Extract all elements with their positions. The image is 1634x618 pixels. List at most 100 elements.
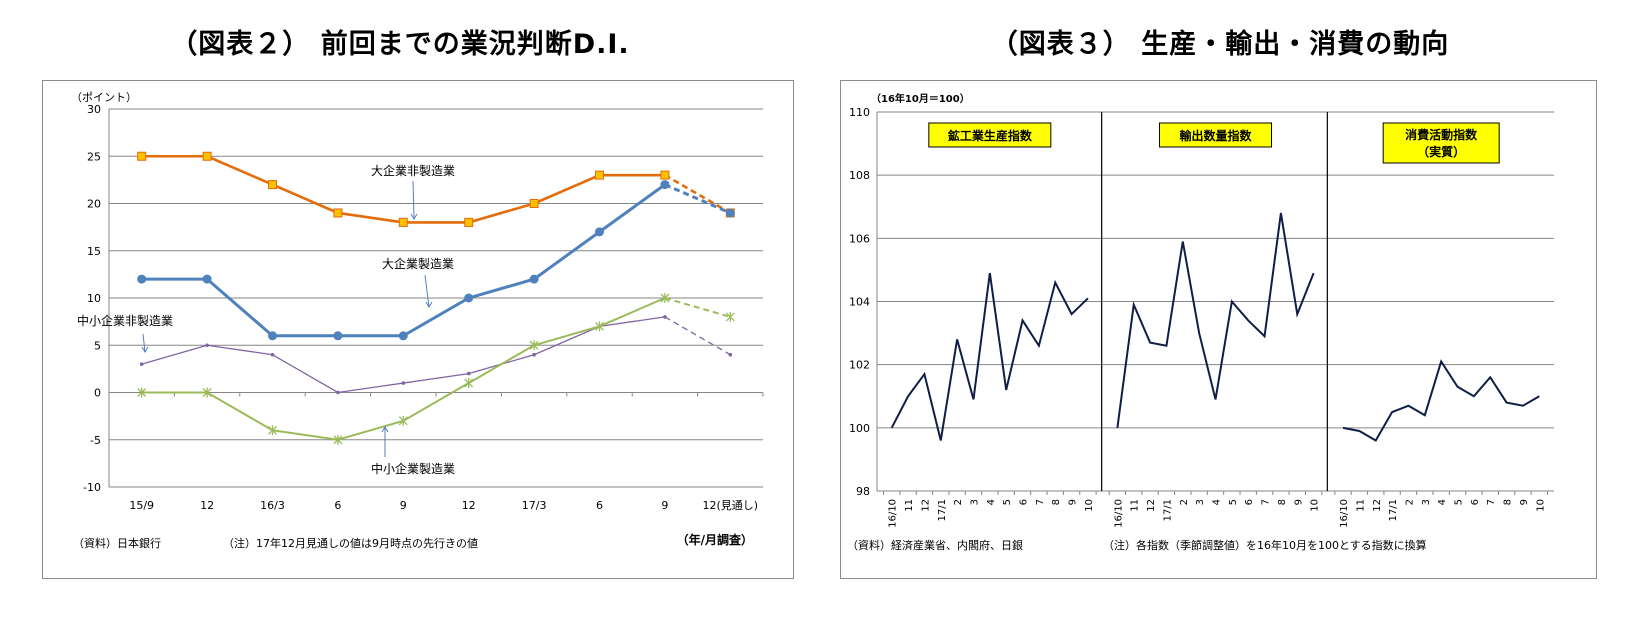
data-point (660, 293, 670, 303)
data-point (268, 425, 277, 436)
data-point (529, 274, 539, 284)
x-tick-label: 17/3 (522, 499, 547, 512)
data-point (532, 352, 536, 357)
x-tick-label: 15/9 (129, 499, 154, 512)
series-label: 消費活動指数 (1405, 127, 1478, 142)
x-tick-label: 9 (1519, 499, 1530, 505)
forecast-line (664, 316, 731, 356)
annotation-arrow (142, 333, 146, 353)
data-point (139, 362, 144, 366)
x-tick-label: 2 (1179, 499, 1190, 505)
data-point (202, 387, 212, 398)
x-tick-label: 11 (1130, 499, 1141, 512)
y-tick-label: 5 (94, 339, 101, 352)
data-point (333, 208, 343, 218)
x-tick-label: 6 (1244, 499, 1255, 505)
chart1-title: （図表２） 前回までの業況判断D.I. (170, 29, 630, 60)
annotation-arrow (412, 180, 415, 220)
y-tick-label: 0 (94, 387, 101, 400)
x-tick-label: 2 (953, 499, 964, 505)
series-label: 輸出数量指数 (1179, 128, 1252, 143)
x-tick-label: 6 (334, 499, 341, 512)
data-point (660, 170, 670, 180)
footnote: （注）17年12月見通しの値は9月時点の先行きの値 (223, 536, 478, 550)
data-point (401, 381, 406, 385)
data-point (336, 390, 340, 395)
x-tick-label: 12 (920, 499, 931, 512)
data-point (333, 331, 343, 341)
data-point (529, 340, 539, 351)
data-point (595, 321, 604, 332)
x-tick-label: 17/1 (1162, 499, 1173, 521)
data-point (137, 151, 147, 161)
source-note: （資料）日本銀行 (73, 536, 161, 550)
x-tick-label: 8 (1277, 499, 1288, 505)
x-tick-label: 17/1 (937, 499, 948, 521)
x-tick-label: 6 (1470, 499, 1481, 505)
series-line (1342, 359, 1540, 442)
y-tick-label: -5 (90, 434, 101, 447)
data-point (137, 274, 147, 284)
x-tick-label: 16/3 (260, 499, 285, 512)
series-annotation: 中小企業非製造業 (77, 313, 173, 328)
data-point (529, 199, 539, 208)
footnote: （注）各指数（季節調整値）を16年10月を100とする指数に換算 (1103, 538, 1427, 552)
series-label-box (1382, 122, 1500, 164)
data-point (398, 217, 408, 227)
y-tick-label: 30 (87, 103, 101, 116)
y-tick-label: 106 (849, 232, 870, 245)
forecast-line (664, 174, 731, 215)
x-tick-label: 17/1 (1388, 499, 1399, 521)
data-point (464, 378, 474, 389)
x-tick-label: 3 (969, 499, 980, 505)
x-tick-label: 4 (1212, 499, 1223, 505)
series-line (1116, 212, 1315, 428)
data-point (466, 371, 471, 376)
chart1-svg: -10 -5 0 5 10 15 20 25 30 15/9 12 16/3 6 9 12 17/3 6 9 12(… (71, 91, 764, 550)
x-tick-label: 12 (462, 499, 476, 512)
data-point (137, 387, 147, 398)
x-tick-label: 16/10 (1113, 499, 1124, 528)
y-tick-label: 20 (87, 198, 101, 211)
x-tick-label: 9 (1293, 499, 1304, 505)
y-tick-label: 25 (87, 150, 101, 163)
chart2-title: （図表３） 生産・輸出・消費の動向 (990, 29, 1450, 60)
data-point (725, 311, 735, 322)
x-tick-label: 3 (1421, 499, 1432, 505)
data-point (464, 293, 474, 303)
x-tick-label: 12 (1146, 499, 1157, 512)
arrow-head (425, 301, 433, 308)
x-tick-label: 6 (1019, 499, 1030, 505)
data-point (202, 151, 212, 161)
x-tick-label: 5 (1454, 499, 1465, 505)
x-tick-label: 5 (1228, 499, 1239, 505)
x-tick-label: 4 (986, 499, 997, 505)
series-annotation: 大企業製造業 (382, 256, 454, 271)
x-tick-label: 9 (1068, 499, 1079, 505)
x-tick-label: 9 (661, 499, 668, 512)
data-point (268, 331, 277, 341)
y-axis-label: （16年10月＝100） (871, 92, 970, 105)
chart2-panel: 98 100 102 104 106 108 110 （16年10月＝100） 16/10 11 1… (840, 80, 1597, 579)
x-tick-label: 16/10 (888, 499, 899, 528)
data-point (398, 415, 408, 426)
data-point (660, 180, 670, 190)
arrow-head (410, 213, 418, 220)
y-tick-label: 108 (849, 169, 870, 182)
data-point (464, 217, 474, 227)
x-axis-label: （年/月調査） (677, 532, 753, 547)
data-point (595, 227, 604, 237)
x-tick-label: 16/10 (1339, 499, 1350, 528)
x-tick-label: 12(見通し) (703, 499, 759, 512)
y-axis-label: （ポイント） (71, 91, 137, 104)
series-line (890, 272, 1089, 441)
y-tick-label: 104 (849, 296, 870, 309)
y-tick-label: 10 (87, 292, 101, 305)
series-label-box (1159, 122, 1272, 148)
chart1-panel: -10 -5 0 5 10 15 20 25 30 15/9 12 16/3 6 9 12 17/3 6 9 12(… (42, 80, 794, 579)
data-point (728, 352, 733, 357)
series-annotation: 大企業非製造業 (371, 163, 455, 178)
data-point (270, 352, 275, 357)
data-point (202, 274, 212, 284)
